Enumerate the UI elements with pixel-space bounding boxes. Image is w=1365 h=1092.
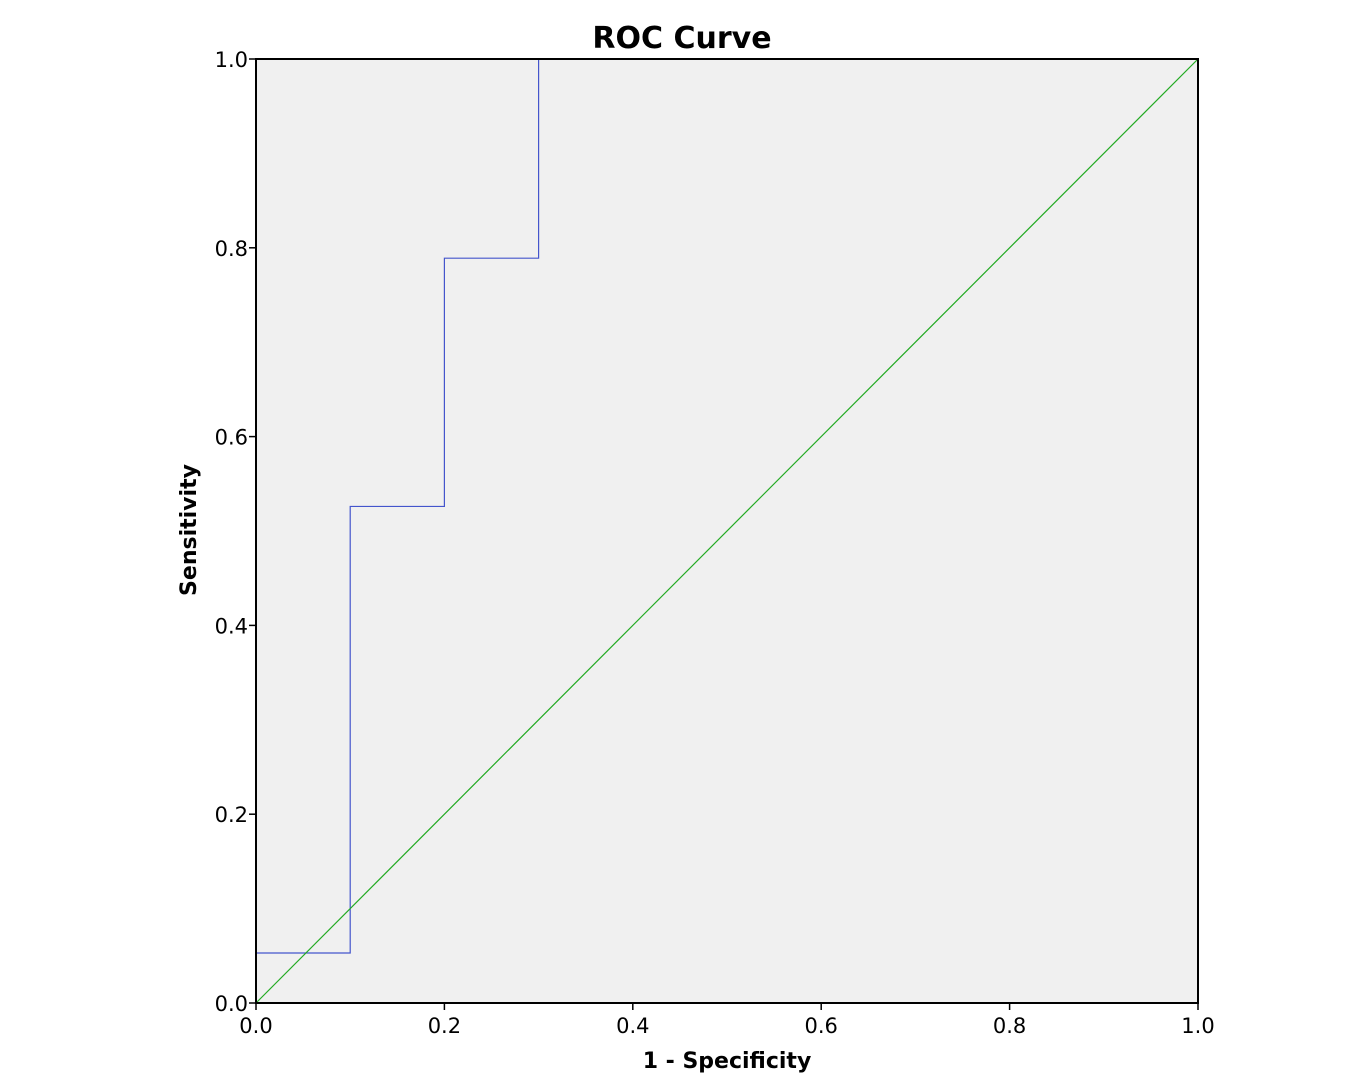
- x-axis: 0.0 0.2 0.4 0.6 0.8 1.0: [239, 1003, 1215, 1038]
- x-tick-label: 1.0: [1181, 1014, 1214, 1038]
- y-axis-label: Sensitivity: [177, 464, 202, 596]
- x-tick-label: 0.4: [616, 1014, 649, 1038]
- reference-diagonal-line: [255, 58, 1199, 1004]
- y-tick-label: 0.0: [215, 992, 248, 1016]
- x-tick-label: 0.8: [993, 1014, 1026, 1038]
- y-tick-label: 0.4: [215, 614, 248, 638]
- x-axis-label: 1 - Specificity: [643, 1049, 812, 1074]
- x-tick-label: 0.2: [428, 1014, 461, 1038]
- y-axis: 0.0 0.2 0.4 0.6 0.8 1.0: [215, 48, 256, 1016]
- y-tick-label: 0.6: [215, 426, 248, 450]
- chart-title: ROC Curve: [592, 21, 771, 56]
- y-tick-label: 1.0: [215, 48, 248, 72]
- x-tick-label: 0.0: [239, 1014, 272, 1038]
- series-layer: [255, 58, 1199, 1004]
- y-tick-label: 0.8: [215, 237, 248, 261]
- plot-frame: [255, 58, 1199, 1004]
- x-tick-label: 0.6: [804, 1014, 837, 1038]
- roc-curve-line: [255, 59, 540, 1003]
- y-tick-label: 0.2: [215, 803, 248, 827]
